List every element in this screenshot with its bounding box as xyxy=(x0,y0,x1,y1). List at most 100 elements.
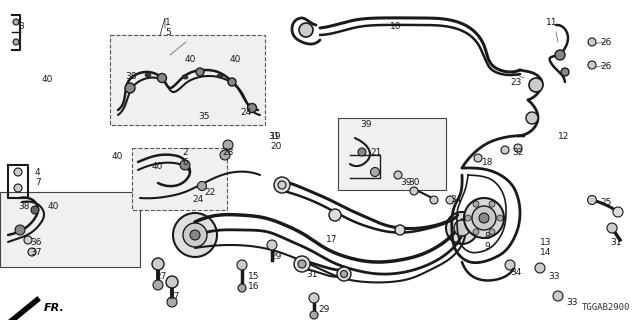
Circle shape xyxy=(24,236,32,244)
Text: 31: 31 xyxy=(610,238,621,247)
Circle shape xyxy=(479,213,489,223)
Circle shape xyxy=(278,181,286,189)
Circle shape xyxy=(394,171,402,179)
Circle shape xyxy=(298,260,306,268)
Text: 38: 38 xyxy=(125,72,136,81)
Text: 34: 34 xyxy=(450,195,461,204)
Text: 40: 40 xyxy=(185,55,196,64)
Circle shape xyxy=(588,61,596,69)
Text: 36: 36 xyxy=(30,238,42,247)
Text: 17: 17 xyxy=(326,235,337,244)
Text: 40: 40 xyxy=(152,162,163,171)
Circle shape xyxy=(238,284,246,292)
Text: 37: 37 xyxy=(30,248,42,257)
Text: 4: 4 xyxy=(35,168,40,177)
Circle shape xyxy=(309,293,319,303)
Circle shape xyxy=(15,225,25,235)
Circle shape xyxy=(526,112,538,124)
Circle shape xyxy=(555,50,565,60)
Text: 22: 22 xyxy=(204,188,215,197)
Bar xyxy=(132,148,227,210)
Circle shape xyxy=(167,297,177,307)
Circle shape xyxy=(13,39,19,45)
Circle shape xyxy=(489,229,495,235)
Text: 10: 10 xyxy=(390,22,401,31)
Circle shape xyxy=(473,201,479,207)
Text: 15: 15 xyxy=(248,272,259,281)
Text: 31: 31 xyxy=(306,270,317,279)
Text: 29: 29 xyxy=(270,252,282,261)
Circle shape xyxy=(561,68,569,76)
Circle shape xyxy=(14,184,22,192)
Circle shape xyxy=(180,160,190,170)
Circle shape xyxy=(13,19,19,25)
Text: FR.: FR. xyxy=(44,303,65,313)
Circle shape xyxy=(464,198,504,238)
Circle shape xyxy=(274,177,290,193)
Bar xyxy=(110,35,265,125)
Text: 29: 29 xyxy=(318,305,330,314)
Text: 19: 19 xyxy=(270,132,282,141)
Text: 6: 6 xyxy=(182,158,188,167)
Text: 26: 26 xyxy=(600,62,611,71)
Ellipse shape xyxy=(217,74,223,78)
Text: 5: 5 xyxy=(165,28,171,37)
Text: 27: 27 xyxy=(155,272,166,281)
Circle shape xyxy=(166,276,178,288)
Circle shape xyxy=(410,187,418,195)
Circle shape xyxy=(267,240,277,250)
Circle shape xyxy=(299,23,313,37)
Circle shape xyxy=(310,311,318,319)
Circle shape xyxy=(472,206,496,230)
Circle shape xyxy=(588,38,596,46)
Text: 39: 39 xyxy=(400,178,412,187)
Circle shape xyxy=(237,260,247,270)
Circle shape xyxy=(514,144,522,152)
Circle shape xyxy=(153,280,163,290)
Text: 25: 25 xyxy=(600,198,611,207)
Text: 32: 32 xyxy=(512,148,524,157)
Text: 9: 9 xyxy=(484,242,490,251)
Text: 2: 2 xyxy=(182,148,188,157)
Circle shape xyxy=(173,213,217,257)
Circle shape xyxy=(395,225,405,235)
Circle shape xyxy=(588,196,596,204)
Text: 12: 12 xyxy=(558,132,570,141)
Text: 39: 39 xyxy=(360,120,371,129)
Circle shape xyxy=(501,146,509,154)
Text: 40: 40 xyxy=(112,152,124,161)
Text: 21: 21 xyxy=(370,148,381,157)
Circle shape xyxy=(446,212,478,244)
Circle shape xyxy=(248,103,257,113)
Circle shape xyxy=(454,220,470,236)
Text: 38: 38 xyxy=(18,202,29,211)
Text: 24: 24 xyxy=(192,195,204,204)
Circle shape xyxy=(553,291,563,301)
Text: 23: 23 xyxy=(510,78,522,87)
Ellipse shape xyxy=(145,73,151,77)
Text: 33: 33 xyxy=(548,272,559,281)
Text: TGGAB2900: TGGAB2900 xyxy=(582,303,630,312)
Text: 28: 28 xyxy=(222,148,234,157)
Text: 13: 13 xyxy=(540,238,552,247)
Text: 3: 3 xyxy=(18,22,24,31)
Text: 35: 35 xyxy=(198,112,209,121)
Text: 40: 40 xyxy=(48,202,60,211)
Circle shape xyxy=(196,68,204,76)
Text: 18: 18 xyxy=(482,158,493,167)
Circle shape xyxy=(190,230,200,240)
Circle shape xyxy=(220,150,230,160)
Circle shape xyxy=(31,206,39,214)
Text: 40: 40 xyxy=(230,55,241,64)
Circle shape xyxy=(14,168,22,176)
Text: 1: 1 xyxy=(165,18,171,27)
Text: 7: 7 xyxy=(35,178,41,187)
Text: 34: 34 xyxy=(510,268,522,277)
Text: 24: 24 xyxy=(240,108,252,117)
Circle shape xyxy=(152,258,164,270)
Circle shape xyxy=(505,260,515,270)
Circle shape xyxy=(358,148,366,156)
Bar xyxy=(0,192,140,267)
Circle shape xyxy=(371,167,380,177)
Circle shape xyxy=(497,215,503,221)
